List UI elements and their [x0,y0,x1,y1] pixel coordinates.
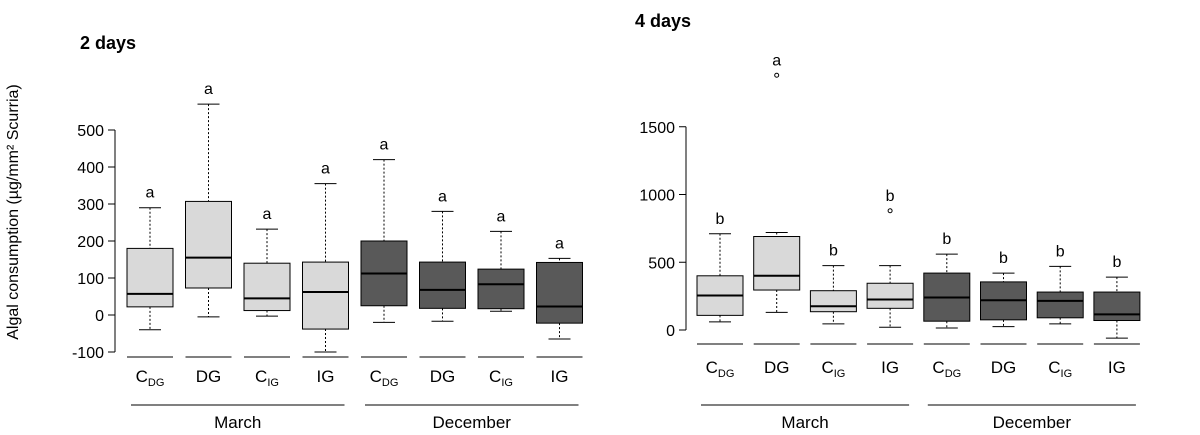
significance-letter: b [1112,254,1121,271]
category-label: DG [196,367,222,386]
significance-letter: a [204,81,213,98]
category-label: CDG [136,367,165,389]
y-tick-label: 0 [666,323,675,340]
box-7: b IG [1093,254,1141,377]
category-label: DG [430,367,456,386]
box-7: a IG [536,235,583,386]
significance-letter: b [1056,243,1065,260]
panel-2-days: 2 days Algal consumption (µg/mm² Scurria)… [5,33,583,432]
box-6: a CIG [477,208,525,389]
category-label: IG [317,367,335,386]
significance-letter: a [772,52,781,69]
significance-letter: b [999,250,1008,267]
group-label: December [993,413,1072,432]
significance-letter: a [497,208,506,225]
y-tick-label: 1000 [639,188,675,205]
category-label: CDG [932,358,961,380]
category-label: IG [881,358,899,377]
box-4: a CDG [360,137,408,389]
box-5: a DG [419,188,466,386]
outlier-point [774,72,780,78]
box-body [477,268,525,310]
category-label: CIG [1048,358,1072,380]
box-0: a CDG [126,185,174,389]
panel-4-days: 4 days050010001500bCDGaDGbCIGbIGbCDGbDGb… [635,11,1141,432]
box-4: b CDG [923,231,971,380]
box-body [419,261,466,309]
box-2: b CIG [809,243,857,380]
box-body [753,236,801,291]
significance-letter: b [716,211,725,228]
significance-letter: a [146,185,155,202]
box-2: a CIG [243,206,291,389]
chart-title: 2 days [80,33,136,53]
category-label: CIG [255,367,279,389]
box-5: b DG [980,250,1027,377]
outlier-point [887,208,893,214]
significance-letter: b [886,188,895,205]
box-body [1036,291,1084,319]
group-label: March [781,413,828,432]
y-tick-label: 500 [648,255,675,272]
significance-letter: a [321,161,330,178]
box-body [243,262,291,312]
box-body [536,261,583,324]
significance-letter: a [438,188,447,205]
y-tick-label: 400 [77,160,104,177]
category-label: CIG [821,358,845,380]
box-body [809,290,857,313]
significance-letter: b [829,243,838,260]
y-tick-label: 200 [77,234,104,251]
category-label: DG [991,358,1017,377]
y-tick-label: 1500 [639,120,675,137]
category-label: IG [1108,358,1126,377]
box-1: a DG [753,52,801,377]
significance-letter: b [942,231,951,248]
y-tick-label: -100 [72,345,104,362]
category-label: CDG [706,358,735,380]
group-label: March [214,413,261,432]
y-tick-label: 500 [77,123,104,140]
significance-letter: a [555,235,564,252]
category-label: CDG [370,367,399,389]
chart-title: 4 days [635,11,691,31]
box-body [866,282,914,309]
box-body [185,200,232,289]
box-3: b IG [866,188,914,377]
y-tick-label: 300 [77,197,104,214]
category-label: CIG [489,367,513,389]
y-tick-label: 0 [95,308,104,325]
box-6: b CIG [1036,243,1084,380]
group-label: December [433,413,512,432]
box-body [302,261,349,330]
y-axis-label: Algal consumption (µg/mm² Scurria) [5,84,22,340]
box-1: a DG [185,81,232,386]
box-body [1093,291,1141,322]
y-tick-label: 100 [77,271,104,288]
category-label: IG [551,367,569,386]
category-label: DG [764,358,790,377]
box-3: a IG [302,161,349,386]
significance-letter: a [263,206,272,223]
box-0: b CDG [696,211,744,380]
box-body [126,247,174,308]
significance-letter: a [380,137,389,154]
